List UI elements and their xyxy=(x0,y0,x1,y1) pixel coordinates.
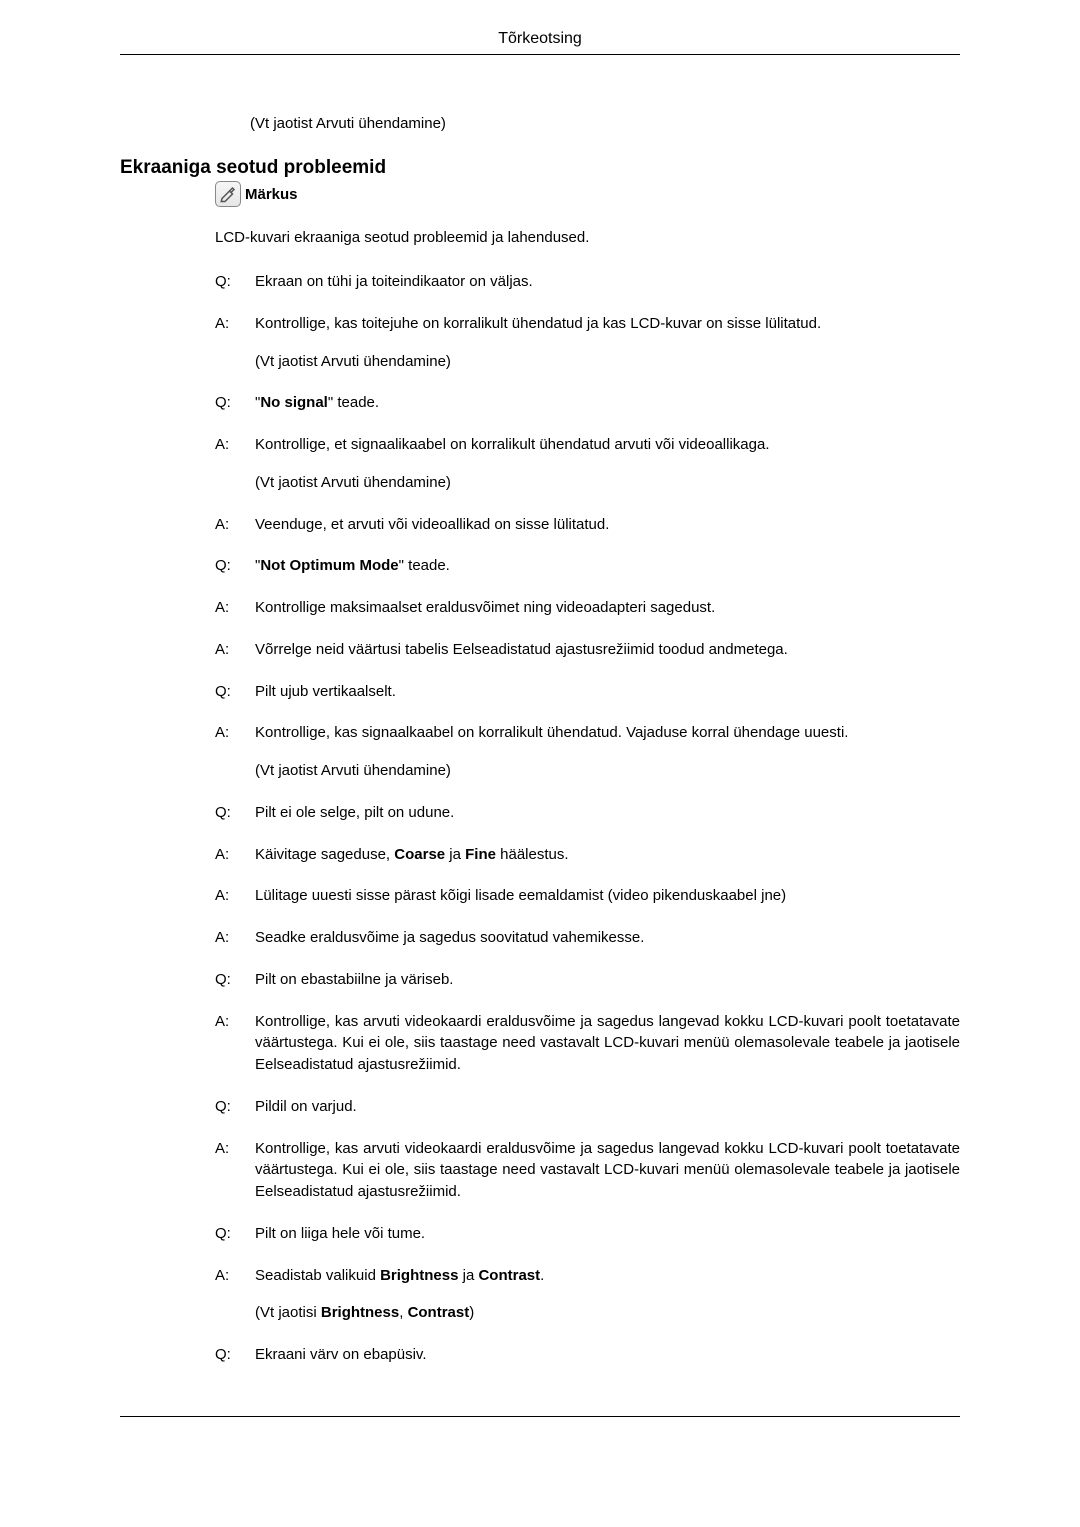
qa-body: Pilt ei ole selge, pilt on udune. xyxy=(255,802,960,824)
qa-body: Pilt on liiga hele või tume. xyxy=(255,1223,960,1245)
qa-body: "No signal" teade. xyxy=(255,392,960,414)
qa-label: A: xyxy=(215,1265,255,1287)
qa-label: Q: xyxy=(215,969,255,991)
qa-body: "Not Optimum Mode" teade. xyxy=(255,555,960,577)
qa-answer: A:Kontrollige, et signaalikaabel on korr… xyxy=(215,434,960,494)
qa-text: Kontrollige, et signaalikaabel on korral… xyxy=(255,434,960,456)
qa-question: Q:Pilt ujub vertikaalselt. xyxy=(215,681,960,703)
qa-label: A: xyxy=(215,313,255,335)
qa-text: Kontrollige, kas arvuti videokaardi eral… xyxy=(255,1138,960,1203)
qa-question: Q:Ekraan on tühi ja toiteindikaator on v… xyxy=(215,271,960,293)
qa-answer: A:Kontrollige, kas arvuti videokaardi er… xyxy=(215,1011,960,1076)
qa-label: A: xyxy=(215,927,255,949)
qa-label: Q: xyxy=(215,1096,255,1118)
qa-body: Käivitage sageduse, Coarse ja Fine hääle… xyxy=(255,844,960,866)
qa-text: Pilt on ebastabiilne ja väriseb. xyxy=(255,969,960,991)
qa-text: Kontrollige, kas toitejuhe on korralikul… xyxy=(255,313,960,335)
qa-label: Q: xyxy=(215,802,255,824)
section-title: Ekraaniga seotud probleemid xyxy=(120,157,960,179)
note-label: Märkus xyxy=(245,186,298,203)
qa-sub-reference: (Vt jaotisi Brightness, Contrast) xyxy=(255,1302,960,1324)
qa-body: Seadke eraldusvõime ja sagedus soovitatu… xyxy=(255,927,960,949)
qa-question: Q:Pilt on ebastabiilne ja väriseb. xyxy=(215,969,960,991)
qa-question: Q:Pilt on liiga hele või tume. xyxy=(215,1223,960,1245)
qa-label: A: xyxy=(215,434,255,456)
qa-text: Pildil on varjud. xyxy=(255,1096,960,1118)
qa-text: Seadke eraldusvõime ja sagedus soovitatu… xyxy=(255,927,960,949)
qa-label: Q: xyxy=(215,555,255,577)
qa-text: Kontrollige maksimaalset eraldusvõimet n… xyxy=(255,597,960,619)
qa-list: Q:Ekraan on tühi ja toiteindikaator on v… xyxy=(215,271,960,1366)
qa-question: Q:"No signal" teade. xyxy=(215,392,960,414)
qa-text: Pilt ei ole selge, pilt on udune. xyxy=(255,802,960,824)
qa-text: Seadistab valikuid Brightness ja Contras… xyxy=(255,1265,960,1287)
qa-text: "Not Optimum Mode" teade. xyxy=(255,555,960,577)
qa-answer: A:Kontrollige, kas signaalkaabel on korr… xyxy=(215,722,960,782)
qa-label: A: xyxy=(215,722,255,744)
qa-body: Pilt ujub vertikaalselt. xyxy=(255,681,960,703)
qa-label: Q: xyxy=(215,271,255,293)
qa-sub-reference: (Vt jaotist Arvuti ühendamine) xyxy=(255,472,960,494)
qa-body: Kontrollige, kas signaalkaabel on korral… xyxy=(255,722,960,782)
qa-body: Ekraani värv on ebapüsiv. xyxy=(255,1344,960,1366)
qa-label: A: xyxy=(215,597,255,619)
qa-answer: A:Käivitage sageduse, Coarse ja Fine hää… xyxy=(215,844,960,866)
qa-body: Veenduge, et arvuti või videoallikad on … xyxy=(255,514,960,536)
qa-label: Q: xyxy=(215,1344,255,1366)
qa-answer: A:Kontrollige, kas arvuti videokaardi er… xyxy=(215,1138,960,1203)
qa-body: Seadistab valikuid Brightness ja Contras… xyxy=(255,1265,960,1325)
qa-body: Ekraan on tühi ja toiteindikaator on väl… xyxy=(255,271,960,293)
qa-sub-reference: (Vt jaotist Arvuti ühendamine) xyxy=(255,351,960,373)
qa-text: Käivitage sageduse, Coarse ja Fine hääle… xyxy=(255,844,960,866)
intro-reference: (Vt jaotist Arvuti ühendamine) xyxy=(250,115,960,132)
qa-text: Ekraan on tühi ja toiteindikaator on väl… xyxy=(255,271,960,293)
qa-text: Lülitage uuesti sisse pärast kõigi lisad… xyxy=(255,885,960,907)
qa-text: Võrrelge neid väärtusi tabelis Eelseadis… xyxy=(255,639,960,661)
note-icon xyxy=(215,181,241,207)
qa-sub-reference: (Vt jaotist Arvuti ühendamine) xyxy=(255,760,960,782)
qa-label: A: xyxy=(215,885,255,907)
qa-body: Kontrollige maksimaalset eraldusvõimet n… xyxy=(255,597,960,619)
page-header: Tõrkeotsing xyxy=(120,30,960,55)
qa-body: Võrrelge neid väärtusi tabelis Eelseadis… xyxy=(255,639,960,661)
qa-body: Kontrollige, et signaalikaabel on korral… xyxy=(255,434,960,494)
qa-label: Q: xyxy=(215,681,255,703)
qa-text: Pilt on liiga hele või tume. xyxy=(255,1223,960,1245)
qa-body: Lülitage uuesti sisse pärast kõigi lisad… xyxy=(255,885,960,907)
qa-body: Pildil on varjud. xyxy=(255,1096,960,1118)
qa-answer: A:Kontrollige, kas toitejuhe on korralik… xyxy=(215,313,960,373)
qa-text: Veenduge, et arvuti või videoallikad on … xyxy=(255,514,960,536)
qa-text: Ekraani värv on ebapüsiv. xyxy=(255,1344,960,1366)
footer-divider xyxy=(120,1416,960,1417)
qa-text: Kontrollige, kas arvuti videokaardi eral… xyxy=(255,1011,960,1076)
qa-answer: A:Veenduge, et arvuti või videoallikad o… xyxy=(215,514,960,536)
qa-text: "No signal" teade. xyxy=(255,392,960,414)
qa-label: A: xyxy=(215,639,255,661)
qa-answer: A:Lülitage uuesti sisse pärast kõigi lis… xyxy=(215,885,960,907)
qa-body: Pilt on ebastabiilne ja väriseb. xyxy=(255,969,960,991)
qa-text: Kontrollige, kas signaalkaabel on korral… xyxy=(255,722,960,744)
qa-label: A: xyxy=(215,1138,255,1160)
qa-answer: A:Kontrollige maksimaalset eraldusvõimet… xyxy=(215,597,960,619)
qa-label: A: xyxy=(215,844,255,866)
qa-question: Q:"Not Optimum Mode" teade. xyxy=(215,555,960,577)
qa-answer: A:Võrrelge neid väärtusi tabelis Eelsead… xyxy=(215,639,960,661)
qa-question: Q:Pilt ei ole selge, pilt on udune. xyxy=(215,802,960,824)
qa-body: Kontrollige, kas arvuti videokaardi eral… xyxy=(255,1011,960,1076)
qa-answer: A:Seadke eraldusvõime ja sagedus soovita… xyxy=(215,927,960,949)
note-row: Märkus xyxy=(215,181,960,207)
qa-text: Pilt ujub vertikaalselt. xyxy=(255,681,960,703)
qa-label: A: xyxy=(215,1011,255,1033)
qa-label: Q: xyxy=(215,392,255,414)
section-description: LCD-kuvari ekraaniga seotud probleemid j… xyxy=(215,229,960,246)
qa-question: Q:Pildil on varjud. xyxy=(215,1096,960,1118)
qa-question: Q:Ekraani värv on ebapüsiv. xyxy=(215,1344,960,1366)
qa-body: Kontrollige, kas toitejuhe on korralikul… xyxy=(255,313,960,373)
qa-label: Q: xyxy=(215,1223,255,1245)
qa-answer: A:Seadistab valikuid Brightness ja Contr… xyxy=(215,1265,960,1325)
qa-label: A: xyxy=(215,514,255,536)
qa-body: Kontrollige, kas arvuti videokaardi eral… xyxy=(255,1138,960,1203)
